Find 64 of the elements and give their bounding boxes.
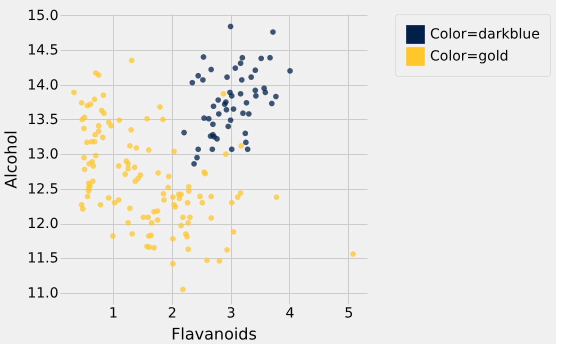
y-tick-label: 14.0: [27, 77, 58, 94]
point: [210, 103, 216, 110]
point: [242, 130, 248, 136]
point: [209, 146, 216, 152]
point: [200, 54, 206, 60]
y-axis-title: Alcohol: [1, 130, 20, 189]
x-tick-label: 4: [285, 306, 294, 322]
point: [208, 66, 214, 72]
y-tick-label: 14.5: [27, 42, 58, 59]
x-tick-label: 5: [344, 306, 354, 322]
point: [181, 130, 187, 136]
point: [248, 74, 254, 80]
point: [224, 106, 230, 113]
y-tick-label: 12.5: [27, 181, 58, 198]
point: [228, 93, 235, 99]
point: [258, 56, 264, 62]
y-tick-label: 13.5: [27, 112, 58, 128]
point: [228, 117, 234, 123]
point: [246, 111, 252, 117]
point: [225, 124, 232, 130]
point: [238, 77, 245, 83]
point: [240, 110, 246, 116]
point: [267, 54, 273, 61]
point: [252, 87, 258, 94]
point: [238, 60, 244, 66]
legend-label: Color=darkblue: [430, 26, 540, 42]
point: [224, 74, 230, 80]
y-tick-label: 11.0: [27, 285, 58, 302]
point: [222, 101, 228, 108]
point: [252, 67, 258, 74]
point: [228, 24, 234, 30]
point: [253, 93, 259, 99]
point: [243, 140, 249, 146]
point: [216, 111, 222, 117]
point: [194, 154, 200, 160]
point: [287, 68, 293, 74]
point: [273, 94, 279, 100]
point: [215, 97, 222, 103]
point: [230, 106, 236, 112]
y-tick-label: 15.0: [27, 8, 58, 24]
x-tick-label: 1: [108, 306, 118, 322]
x-tick-label: 3: [226, 306, 236, 322]
point: [240, 54, 246, 61]
point: [228, 146, 235, 152]
point: [244, 146, 250, 152]
point: [268, 100, 275, 106]
y-tick-label: 13.0: [27, 146, 58, 163]
point: [200, 77, 206, 83]
point: [195, 72, 202, 79]
legend-label: Color=gold: [430, 48, 509, 64]
point: [244, 100, 250, 106]
y-tick-label: 11.5: [27, 250, 58, 267]
x-tick-label: 2: [168, 306, 177, 322]
point: [210, 121, 216, 128]
x-axis-title: Flavanoids: [171, 324, 257, 344]
y-tick-label: 12.0: [27, 216, 58, 232]
point: [189, 80, 196, 86]
point: [191, 161, 197, 167]
point: [206, 116, 212, 122]
point: [232, 65, 238, 71]
point: [262, 90, 268, 96]
point: [195, 146, 202, 152]
point: [270, 29, 276, 35]
point: [238, 90, 244, 97]
